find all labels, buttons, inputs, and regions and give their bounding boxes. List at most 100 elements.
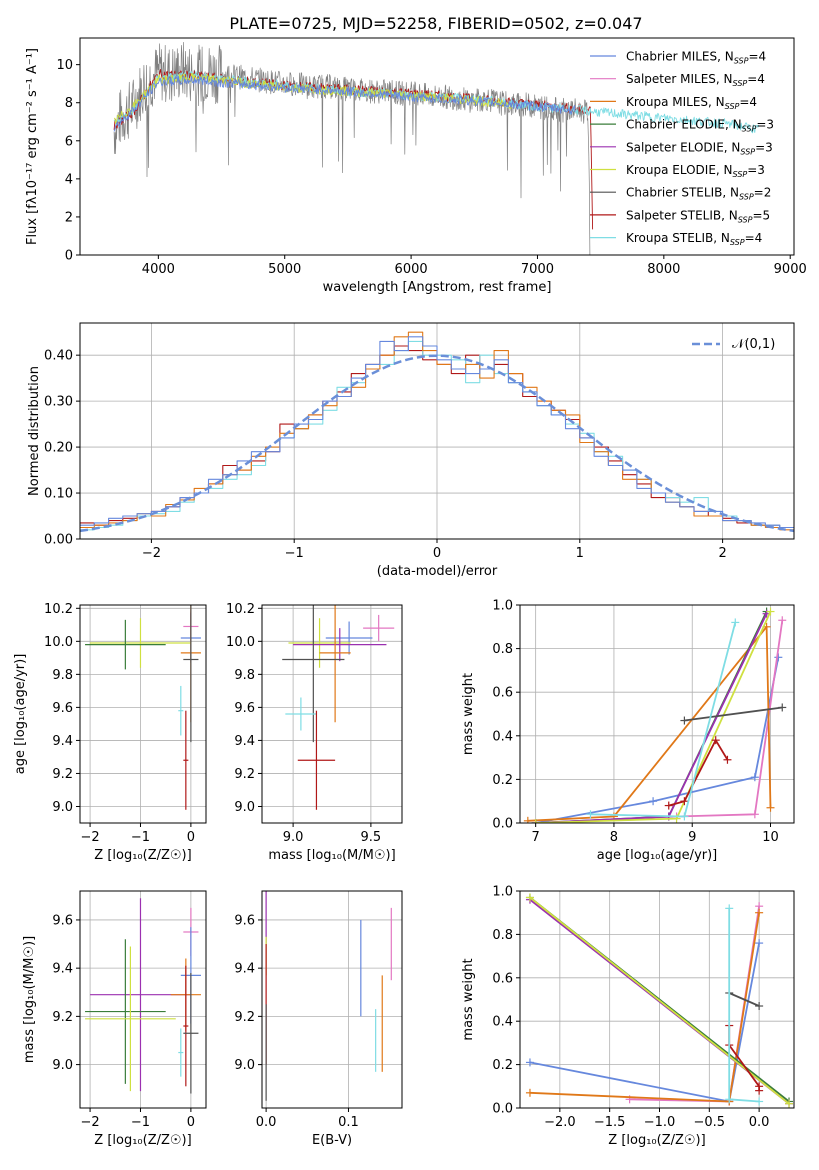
panel-4: 9.0 9.5 9.0 9.2 9.4 9.6 9.8 10.0 10.2 mass [log₁₀…	[226, 602, 403, 863]
series-line	[529, 912, 760, 1103]
y-tick-label: 9.2	[52, 1010, 73, 1025]
x-tick-label: 1	[576, 546, 584, 561]
x-tick-label: 0.0	[256, 1115, 277, 1130]
y-tick-label: 0.40	[44, 349, 73, 364]
x-tick-label: 9000	[774, 262, 807, 277]
y-tick-label: 10.0	[226, 635, 255, 650]
panel-3: −2 −1 0 9.0 9.2 9.4 9.6 9.8 10.0 10.2 Z [log₁₀(Z/Z…	[13, 602, 207, 863]
series-line	[535, 611, 768, 823]
y-tick-label: 0.4	[492, 1015, 513, 1030]
panel-6: −2 −1 0 9.0 9.2 9.4 9.6 Z [log₁₀(Z/Z☉)] mass [lo…	[22, 890, 207, 1148]
y-tick-label: 0.0	[492, 817, 513, 832]
y-tick-label: 9.0	[52, 800, 73, 815]
legend-label: Kroupa ELODIE, NSSP=3	[626, 163, 765, 179]
legend-label: Salpeter STELIB, NSSP=5	[626, 208, 770, 224]
x-tick-label: −1	[285, 546, 304, 561]
panel-7: 0.0 0.1 9.0 9.2 9.4 9.6 E(B-V)	[234, 890, 403, 1148]
x-tick-label: 9	[688, 830, 696, 845]
series-line	[684, 706, 783, 722]
plot-area	[85, 605, 201, 810]
x-tick-label: 10	[762, 830, 779, 845]
x-axis-label: E(B-V)	[312, 1133, 352, 1148]
axes-frame	[79, 37, 795, 256]
axes-frame	[79, 890, 207, 1109]
plot-area	[525, 893, 794, 1108]
y-tick-label: 9.4	[234, 962, 255, 977]
x-tick-label: −1	[131, 830, 150, 845]
y-tick-label: 9.0	[234, 800, 255, 815]
y-axis-label: mass weight	[461, 673, 476, 755]
y-axis-label: Normed distribution	[27, 366, 42, 496]
x-tick-label: 7	[532, 830, 540, 845]
x-axis-label: Z [log₁₀(Z/Z☉)]	[94, 1133, 191, 1148]
x-tick-label: −1.5	[594, 1115, 626, 1130]
y-tick-label: 9.2	[234, 1010, 255, 1025]
series-line	[527, 625, 772, 822]
y-tick-label: 1.0	[492, 885, 513, 900]
legend-label: Kroupa STELIB, NSSP=4	[626, 231, 762, 247]
y-tick-label: 0.4	[492, 729, 513, 744]
axes-frame	[79, 604, 207, 824]
x-axis-label: Z [log₁₀(Z/Z☉)]	[608, 1133, 705, 1148]
x-axis-label: Z [log₁₀(Z/Z☉)]	[94, 848, 191, 863]
y-tick-label: 10	[56, 58, 73, 73]
series-line	[535, 620, 784, 823]
y-tick-label: 9.0	[52, 1058, 73, 1073]
y-tick-label: 0.2	[492, 1058, 513, 1073]
y-tick-label: 0.6	[492, 686, 513, 701]
x-tick-label: 8000	[647, 262, 680, 277]
y-tick-label: 9.0	[234, 1058, 255, 1073]
x-tick-label: −1	[131, 1115, 150, 1130]
x-tick-label: 5000	[268, 262, 301, 277]
y-tick-label: 10.2	[226, 602, 255, 617]
legend-label: Chabrier MILES, NSSP=4	[626, 50, 766, 66]
y-tick-label: 0.8	[492, 642, 513, 657]
plot-area	[113, 41, 760, 255]
x-tick-label: 0.1	[338, 1115, 359, 1130]
y-tick-label: 0	[65, 249, 73, 264]
legend-label: Chabrier STELIB, NSSP=2	[626, 186, 771, 202]
y-tick-label: 0.8	[492, 928, 513, 943]
plot-area	[80, 331, 794, 533]
y-tick-label: 9.2	[52, 767, 73, 782]
y-tick-label: 0.20	[44, 441, 73, 456]
x-tick-label: −1.0	[644, 1115, 676, 1130]
x-tick-label: −2.0	[544, 1115, 576, 1130]
figure-title: PLATE=0725, MJD=52258, FIBERID=0502, z=0…	[229, 14, 642, 33]
x-axis-label: wavelength [Angstrom, rest frame]	[323, 280, 552, 295]
plot-area	[85, 898, 201, 1094]
y-tick-label: 10.2	[44, 602, 73, 617]
panel-2: −2 −1 0 1 2 0.00 0.10 0.20 0.30 0.40 (data-model)/…	[27, 322, 795, 579]
y-axis-label: mass [log₁₀(M/M☉)]	[22, 936, 37, 1063]
y-tick-label: 0.6	[492, 971, 513, 986]
x-tick-label: −0.5	[694, 1115, 726, 1130]
y-tick-label: 8	[65, 96, 73, 111]
y-tick-label: 9.8	[234, 668, 255, 683]
y-tick-label: 9.6	[234, 701, 255, 716]
y-tick-label: 9.4	[52, 734, 73, 749]
series-line	[535, 613, 768, 823]
y-tick-label: 6	[65, 134, 73, 149]
x-tick-label: 0.0	[749, 1115, 770, 1130]
y-tick-label: 0.0	[492, 1102, 513, 1117]
y-tick-label: 9.6	[52, 701, 73, 716]
x-tick-label: 9.0	[283, 830, 304, 845]
y-axis-label: mass weight	[461, 958, 476, 1040]
y-tick-label: 0.30	[44, 395, 73, 410]
axes-frame	[519, 604, 795, 824]
series-line	[535, 611, 772, 823]
legend-label: Kroupa MILES, NSSP=4	[626, 95, 757, 111]
series-line	[535, 657, 780, 823]
y-axis-label: age [log₁₀(age/yr)]	[13, 654, 28, 775]
y-tick-label: 9.4	[52, 962, 73, 977]
legend-label: Salpeter MILES, NSSP=4	[626, 72, 765, 88]
series-line	[629, 906, 760, 1103]
y-tick-label: 2	[65, 210, 73, 225]
y-tick-label: 1.0	[492, 599, 513, 614]
normal-curve	[80, 354, 794, 533]
y-tick-label: 9.8	[52, 668, 73, 683]
y-axis-label: Flux [fλ10⁻¹⁷ erg cm⁻² s⁻¹ A⁻¹]	[25, 48, 40, 245]
y-tick-label: 9.6	[52, 913, 73, 928]
x-tick-label: 0	[433, 546, 441, 561]
